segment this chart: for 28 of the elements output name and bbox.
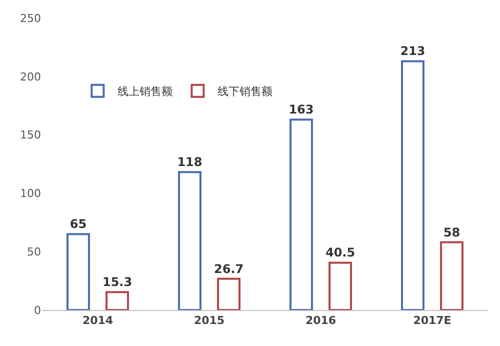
data-label: 65: [70, 217, 87, 232]
x-tick-label: 2015: [194, 314, 225, 328]
data-label: 163: [288, 102, 314, 117]
data-label: 58: [443, 225, 460, 240]
legend-label: 线下销售额: [218, 85, 273, 98]
bar: [106, 291, 129, 310]
y-tick-label: 50: [27, 245, 41, 258]
y-tick-label: 200: [20, 70, 41, 84]
bar: [290, 118, 313, 310]
data-label: 213: [400, 44, 426, 58]
data-label: 118: [177, 155, 202, 170]
bar: [440, 241, 464, 310]
legend-label: 线上销售额: [118, 85, 173, 98]
x-tick-label: 2016: [305, 314, 336, 328]
y-tick-label: 0: [34, 304, 41, 317]
data-label: 40.5: [325, 246, 356, 260]
data-label: 15.3: [102, 275, 132, 290]
y-tick-label: 150: [20, 128, 41, 142]
bar: [66, 233, 90, 310]
bar: [401, 60, 424, 310]
x-tick-label: 2014: [82, 314, 114, 328]
y-tick-label: 100: [20, 187, 41, 200]
bar: [217, 278, 240, 310]
bar: [178, 171, 202, 310]
x-tick-label: 2017E: [413, 314, 452, 328]
data-label: 26.7: [214, 262, 244, 276]
y-tick-label: 250: [20, 12, 41, 25]
bar: [328, 262, 352, 310]
